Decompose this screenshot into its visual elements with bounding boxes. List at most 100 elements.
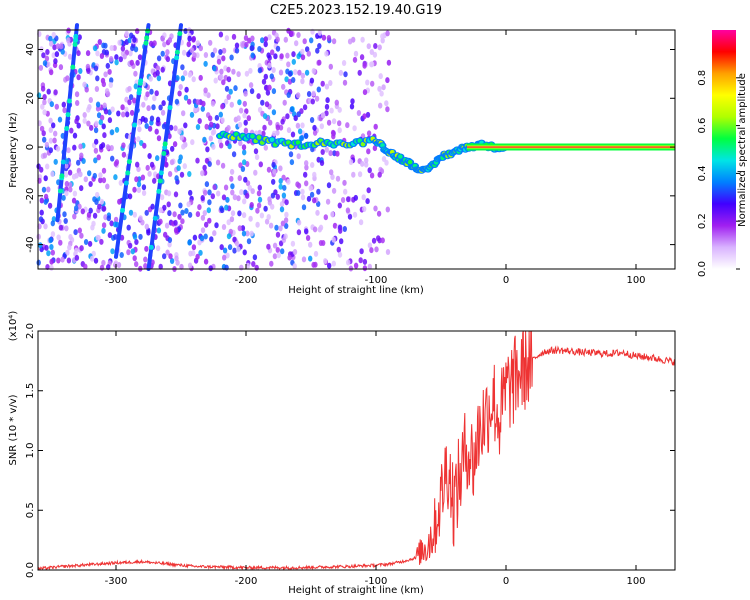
noise-dot [74,247,79,254]
noise-dot [210,51,215,58]
noise-dot [158,104,163,111]
noise-dot [299,135,305,141]
noise-dot [249,230,254,237]
x-tick-label: -100 [365,275,388,286]
noise-dot [174,175,179,182]
noise-dot [156,55,162,62]
noise-dot [241,144,247,151]
noise-dot [64,162,69,169]
noise-dot [87,104,92,110]
noise-dot [53,158,58,165]
noise-dot [158,207,163,214]
noise-dot [72,190,78,197]
noise-dot [141,101,146,108]
noise-dot [362,265,368,272]
spectrogram-streaks [55,23,183,271]
noise-dot [275,193,280,200]
noise-dot [132,233,138,240]
noise-dot [362,113,367,120]
y-tick-label: 1.5 [25,383,36,399]
noise-dot [210,100,216,107]
noise-dot [184,208,189,214]
noise-dot [169,258,175,264]
noise-dot [146,229,151,236]
noise-dot [144,245,149,252]
noise-dot [200,195,205,201]
noise-dot [280,118,285,125]
noise-dot [357,69,362,76]
noise-dot [178,202,183,209]
spectrogram-y-axis-label: Frequency (Hz) [8,112,19,188]
noise-dot [201,100,206,107]
noise-dot [199,235,205,242]
noise-dot [270,49,275,56]
noise-dot [300,78,305,85]
noise-dot [305,46,310,53]
noise-dot [241,230,247,237]
noise-dot [49,244,54,250]
noise-dot [352,56,358,63]
noise-dot [60,256,65,263]
noise-dot [65,249,70,256]
snr-y-axis-label: SNR (10 * v/v) [8,394,19,465]
noise-dot [350,98,355,105]
noise-dot [67,53,73,60]
noise-dot [78,171,83,178]
noise-dot [66,37,71,44]
noise-dot [309,37,314,44]
noise-dot [310,162,315,168]
noise-dot [278,183,283,190]
noise-dot [69,127,74,134]
noise-dot [256,190,262,197]
y-tick-label: -40 [25,236,36,252]
noise-dot [160,66,165,73]
noise-dot [187,98,192,105]
noise-dot [146,105,151,112]
noise-dot [106,215,112,222]
noise-dot [342,79,348,86]
noise-dot [174,255,179,262]
noise-dot [325,97,330,104]
noise-dot [195,157,200,164]
noise-dot [343,71,348,78]
noise-dot [49,69,54,76]
noise-dot [103,42,108,49]
noise-dot [72,213,77,220]
noise-dot [104,49,110,56]
noise-dot [218,31,224,38]
noise-dot [255,207,260,214]
streak-dot [123,180,129,186]
noise-dot [249,45,254,52]
noise-dot [163,161,168,168]
noise-dot [293,69,298,76]
noise-dot [224,204,229,211]
noise-dot [238,107,244,114]
streak-dot [126,159,132,165]
noise-dot [267,196,272,203]
noise-dot [278,225,283,232]
noise-dot [248,215,253,222]
noise-dot [208,135,213,142]
streak-line [114,23,151,259]
noise-dot [282,184,287,191]
noise-dot [114,54,119,61]
noise-dot [267,62,272,69]
noise-dot [219,68,224,75]
noise-dot [46,186,51,193]
noise-dot [124,30,129,37]
streak-dot [136,87,142,93]
y-tick-label: -20 [25,188,36,204]
snr-x-ticks: -300 -200 -100 0 100 [105,331,646,587]
noise-dot [67,244,72,251]
noise-dot [48,35,53,42]
noise-dot [271,109,277,116]
noise-dot [272,242,278,249]
noise-dot [55,43,61,50]
noise-dot [39,125,45,132]
noise-dot [159,194,165,201]
noise-dot [116,110,121,117]
streak-dot [65,112,71,118]
noise-dot [79,152,84,159]
noise-dot [61,101,66,108]
noise-dot [305,235,311,241]
